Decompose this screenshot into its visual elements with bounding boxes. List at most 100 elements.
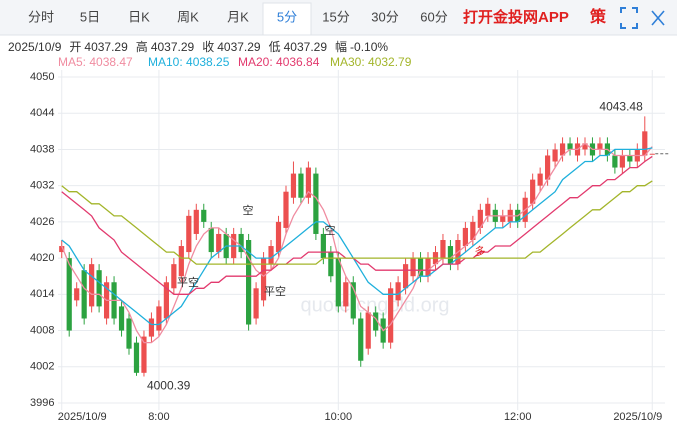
signal-label: 空 <box>325 223 336 237</box>
tab[interactable]: 月K <box>227 9 249 24</box>
candle-body <box>118 306 125 331</box>
tab[interactable]: 5分 <box>277 9 297 24</box>
y-tick-label: 4008 <box>30 324 54 336</box>
info-value: 4037.29 <box>284 40 328 54</box>
candle-body <box>141 336 147 373</box>
candle-body <box>148 318 155 337</box>
candle-body <box>298 173 304 198</box>
y-tick-label: 4014 <box>30 288 54 300</box>
candle-body <box>186 215 192 253</box>
ma-line <box>61 142 653 344</box>
candle-body <box>275 221 282 253</box>
candle-body <box>59 246 65 253</box>
candle-body <box>238 233 244 253</box>
x-tick-label: 2025/10/9 <box>58 411 107 423</box>
info-value: -0.10% <box>350 40 388 54</box>
y-tick-label: 4050 <box>30 71 54 83</box>
candle-body <box>253 288 259 319</box>
candle-body <box>89 264 95 307</box>
tab[interactable]: 60分 <box>420 9 447 24</box>
tab[interactable]: 周K <box>177 9 199 24</box>
candle-body <box>246 240 252 325</box>
signal-label: 空 <box>243 203 254 217</box>
min-label: 4000.39 <box>147 379 191 393</box>
candle-body <box>313 173 319 234</box>
y-tick-label: 4026 <box>30 216 54 228</box>
candle-body <box>178 246 184 277</box>
candle-body <box>81 270 87 319</box>
strategy-button[interactable]: 策 <box>589 7 607 26</box>
candle-body <box>335 258 341 307</box>
candle-body <box>642 131 648 156</box>
y-tick-label: 4020 <box>30 252 54 264</box>
candle-body <box>268 246 274 265</box>
y-tick-label: 3996 <box>30 397 54 409</box>
candle-body <box>567 143 573 150</box>
candle-body <box>260 258 267 301</box>
candle-body <box>500 215 506 222</box>
y-tick-label: 4032 <box>30 180 54 192</box>
candle-body <box>552 149 558 162</box>
tab[interactable]: 5日 <box>80 9 100 24</box>
legend: MA5: 4038.47 MA10: 4038.25 MA20: 4036.84 MA… <box>58 55 412 69</box>
info-value: 4037.29 <box>217 40 261 54</box>
candle-body <box>410 258 416 277</box>
candle-body <box>470 221 476 240</box>
candle-body <box>417 258 424 277</box>
candle-body <box>171 264 177 289</box>
candle-body <box>395 282 401 301</box>
plot: 4050 4044 4038 4032 4026 4020 4014 4008 4002 3996… <box>30 70 669 423</box>
info-value: 4037.29 <box>151 40 195 54</box>
x-tick-label: 2025/10/9 <box>613 411 662 423</box>
candle-body <box>440 240 446 259</box>
candle-body <box>156 306 162 331</box>
ma-line <box>61 155 653 295</box>
close-icon[interactable] <box>651 10 665 26</box>
legend-entry: MA20: 4036.84 <box>238 55 320 69</box>
candle-body <box>193 209 199 234</box>
tab[interactable]: 30分 <box>371 9 398 24</box>
ma-line <box>61 180 653 265</box>
candle-body <box>462 227 468 247</box>
candle-body <box>485 203 491 216</box>
candle-body <box>582 143 588 150</box>
candle-body <box>373 312 379 331</box>
legend-entry: MA10: 4038.25 <box>148 55 230 69</box>
candle-body <box>530 179 536 204</box>
max-label: 4043.48 <box>599 100 643 114</box>
candle-body <box>425 258 431 277</box>
fullscreen-icon[interactable] <box>620 7 638 29</box>
x-tick-label: 12:00 <box>504 411 532 423</box>
candle-body <box>201 209 207 222</box>
tab[interactable]: 分时 <box>28 9 54 24</box>
x-tick-label: 10:00 <box>325 411 353 423</box>
candle-body <box>133 342 140 373</box>
candle-body <box>559 143 566 156</box>
candle-body <box>305 167 312 198</box>
candle-body <box>649 153 655 155</box>
tab[interactable]: 日K <box>128 9 150 24</box>
candle-body <box>402 264 409 289</box>
candle-body <box>96 270 102 307</box>
candle-body <box>627 155 633 162</box>
candle-body <box>290 173 297 198</box>
info-line: 2025/10/9 开 4037.29 高 4037.29 收 4037.29 低 4037.2… <box>8 39 388 54</box>
candle-body <box>283 191 289 228</box>
y-tick-label: 4038 <box>30 143 54 155</box>
candle-body <box>545 155 551 180</box>
candle-body <box>163 282 169 319</box>
legend-entry: MA30: 4032.79 <box>330 55 412 69</box>
candle-body <box>208 227 214 253</box>
info-label: 高 <box>136 39 148 54</box>
tabs: 分时 5日 日K 周K 月K 5分 15分 30分 60分 <box>28 9 448 24</box>
info-label: 幅 <box>335 39 347 54</box>
brand-link[interactable]: 打开金投网APP <box>463 8 569 26</box>
candle-body <box>350 282 356 319</box>
tab[interactable]: 15分 <box>322 9 349 24</box>
y-tick-label: 4002 <box>30 361 54 373</box>
candle-body <box>74 288 80 301</box>
candle-body <box>612 155 618 168</box>
info-value: 4037.29 <box>84 40 128 54</box>
info-date: 2025/10/9 <box>8 40 62 54</box>
